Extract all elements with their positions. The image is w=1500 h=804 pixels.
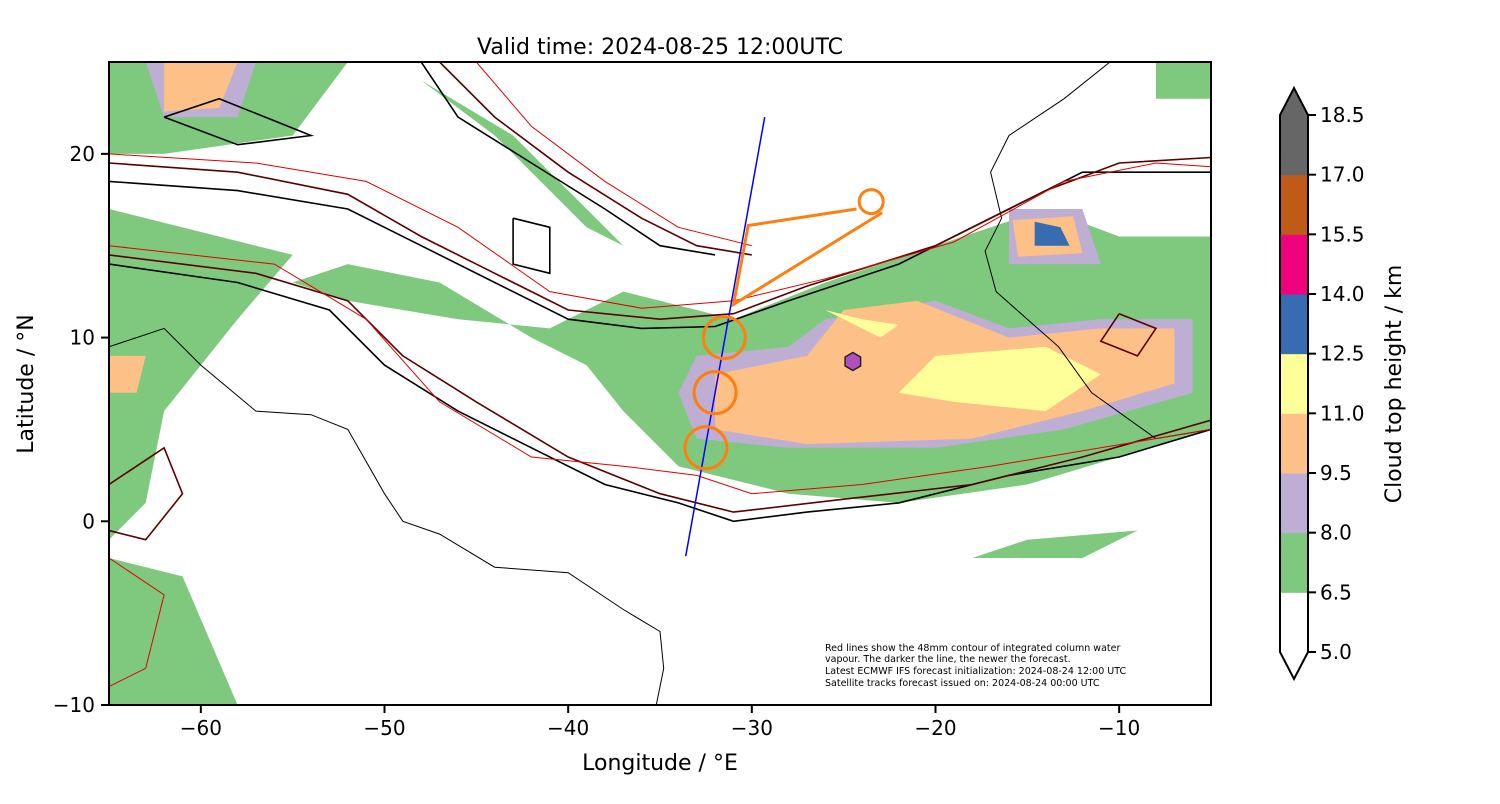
y-axis-label: Latitude / °N: [14, 314, 39, 453]
colorbar-segment: [1280, 234, 1308, 295]
colorbar-segment: [1280, 353, 1308, 414]
colorbar-tick-label: 9.5: [1320, 461, 1352, 485]
colorbar-tick-label: 18.5: [1320, 103, 1365, 127]
colorbar-tick-label: 8.0: [1320, 521, 1352, 545]
x-tick-label: −10: [1098, 716, 1140, 740]
contour-line: [109, 153, 1211, 309]
x-tick-label: −50: [363, 716, 405, 740]
x-tick-label: −60: [180, 716, 222, 740]
x-tick-label: −40: [547, 716, 589, 740]
colorbar-tick-label: 11.0: [1320, 401, 1365, 425]
cloud-region: [1034, 221, 1070, 246]
x-tick-label: −30: [731, 716, 773, 740]
annotation-line: Latest ECMWF IFS forecast initialization…: [825, 666, 1126, 677]
colorbar-tick-label: 12.5: [1320, 342, 1365, 366]
chart-title: Valid time: 2024-08-25 12:00UTC: [477, 35, 843, 60]
y-tick-label: −10: [53, 693, 95, 717]
colorbar-segment: [1280, 294, 1308, 355]
colorbar-label: Cloud top height / km: [1382, 265, 1407, 504]
x-axis: −60 −50 −40 −30 −20 −10: [180, 705, 1140, 740]
map-frame: [108, 61, 1212, 706]
contour-line: [109, 171, 1211, 330]
contour-line: [439, 62, 752, 256]
water-vapour-contours: [109, 62, 1211, 688]
contour-line: [109, 156, 1211, 321]
hexagon-marker: [844, 351, 862, 372]
satellite-track: [684, 116, 766, 557]
annotation: Red lines show the 48mm contour of integ…: [825, 643, 1126, 689]
contour-line: [475, 62, 752, 247]
colorbar: 5.0 6.5 8.0 9.5 11.0 12.5 14.0 15.5 17.0 18.5: [1279, 85, 1365, 682]
colorbar-segment: [1280, 413, 1308, 474]
y-tick-label: 0: [82, 509, 95, 533]
colorbar-segment: [1280, 174, 1308, 235]
contour-line: [109, 254, 1211, 513]
cloud-top-field: [109, 62, 1211, 705]
annotation-line: Red lines show the 48mm contour of integ…: [825, 643, 1120, 654]
colorbar-tick-label: 6.5: [1320, 580, 1352, 604]
contour-line: [420, 62, 716, 256]
colorbar-segment: [1280, 473, 1308, 534]
flight-waypoint-circle: [683, 425, 729, 471]
colorbar-segment: [1280, 592, 1308, 653]
map-area: [109, 62, 1211, 705]
flight-waypoint-circle: [692, 370, 738, 416]
colorbar-extend-max: [1280, 88, 1308, 115]
cloud-region: [109, 355, 146, 393]
cloud-region: [1155, 62, 1211, 99]
colorbar-segment: [1280, 532, 1308, 593]
cloud-region: [109, 209, 293, 540]
coastline-africa: [984, 62, 1211, 440]
annotation-line: vapour. The darker the line, the newer t…: [825, 654, 1071, 665]
colorbar-tick-label: 15.5: [1320, 222, 1365, 246]
flight-waypoint-circle: [857, 188, 885, 216]
contour-line: [163, 97, 315, 146]
y-tick-label: 20: [70, 142, 95, 166]
colorbar-extend-min: [1280, 652, 1308, 679]
contour-line: [109, 446, 184, 541]
flight-waypoint-circle: [701, 315, 747, 361]
contour-line: [512, 217, 551, 275]
coastlines: [109, 62, 1211, 705]
colorbar-tick-label: 14.0: [1320, 282, 1365, 306]
colorbar-tick-label: 17.0: [1320, 163, 1365, 187]
cloud-region: [972, 530, 1138, 558]
contour-line: [1099, 312, 1158, 357]
contour-line: [109, 245, 1211, 495]
annotation-line: Satellite tracks forecast issued on: 202…: [825, 678, 1100, 689]
coastline-south-america: [109, 327, 665, 705]
x-tick-label: −20: [914, 716, 956, 740]
contour-line: [109, 557, 165, 688]
colorbar-tick-label: 5.0: [1320, 640, 1352, 664]
colorbar-segment: [1280, 115, 1308, 176]
y-tick-label: 10: [70, 326, 95, 350]
cloud-region: [421, 80, 660, 265]
cloud-region: [109, 558, 238, 705]
cloud-region: [898, 346, 1101, 412]
y-axis: −10 0 10 20: [53, 142, 109, 717]
tracks: [683, 116, 885, 557]
cloud-region: [825, 310, 899, 338]
x-axis-label: Longitude / °E: [582, 751, 738, 776]
flight-track: [731, 207, 883, 308]
